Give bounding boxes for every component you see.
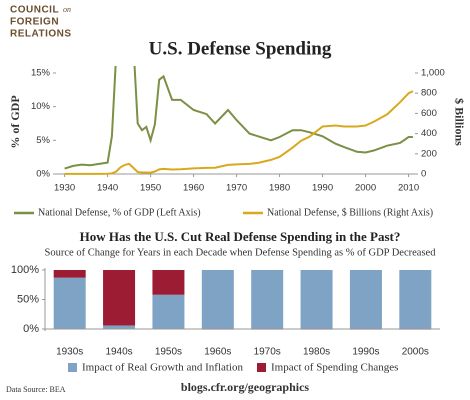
y-tick-label: 5% [36, 135, 50, 146]
logo: on [63, 5, 71, 14]
bar-segment [251, 270, 284, 329]
legend-label: National Defense, % of GDP (Left Axis) [38, 207, 201, 218]
x-tick-label: 1990 [312, 183, 333, 194]
y-tick-label: 15% [31, 68, 51, 79]
x-tick-label: 2000s [402, 347, 429, 358]
y-tick-label: 100% [11, 264, 39, 276]
bar-segment [103, 325, 136, 329]
x-tick-label: 1980s [303, 347, 330, 358]
url: blogs.cfr.org/geographics [181, 380, 310, 394]
logo: COUNCIL [10, 5, 59, 16]
y2-axis-title: $ Billions [452, 98, 466, 146]
bar-segment [300, 270, 333, 329]
bar-segment [152, 294, 185, 329]
y2-tick-label: 1,000 [421, 68, 445, 79]
y2-tick-label: 0 [421, 169, 426, 180]
legend-label: Impact of Spending Changes [271, 362, 398, 374]
x-tick-label: 2000 [355, 183, 376, 194]
legend-swatch [257, 363, 266, 372]
x-tick-label: 1970s [254, 347, 281, 358]
bar-segment [53, 270, 86, 278]
y-tick-label: 0% [23, 323, 39, 335]
chart-title: How Has the U.S. Cut Real Defense Spendi… [80, 229, 401, 244]
bar-segment [399, 270, 432, 329]
x-tick-label: 1930s [56, 347, 83, 358]
y2-tick-label: 600 [421, 108, 437, 119]
y-tick-label: 50% [17, 293, 39, 305]
x-tick-label: 1970 [226, 183, 247, 194]
legend-label: National Defense, $ Billions (Right Axis… [267, 207, 433, 218]
y-axis-title: % of GDP [8, 95, 22, 148]
y-tick-label: 0% [36, 169, 50, 180]
x-tick-label: 1990s [352, 347, 379, 358]
data-line [64, 66, 413, 170]
bar-segment [53, 277, 86, 329]
x-tick-label: 1940s [105, 347, 132, 358]
x-tick-label: 1950 [140, 183, 161, 194]
source: Data Source: BEA [6, 385, 66, 394]
bar-segment [103, 270, 136, 326]
bar-segment [349, 270, 382, 329]
x-tick-label: 1960 [183, 183, 204, 194]
legend-label: Impact of Real Growth and Inflation [82, 362, 243, 374]
x-tick-label: 1980 [269, 183, 290, 194]
plot-area [64, 66, 414, 175]
y2-tick-label: 400 [421, 128, 437, 139]
bar-segment [152, 270, 185, 295]
legend-swatch [68, 363, 77, 372]
chart-subtitle: Source of Change for Years in each Decad… [45, 247, 437, 258]
logo: FOREIGN [10, 17, 59, 28]
x-tick-label: 1930 [54, 183, 75, 194]
logo: RELATIONS [10, 29, 72, 40]
y2-tick-label: 200 [421, 148, 437, 159]
bar-segment [201, 270, 234, 329]
x-tick-label: 1960s [204, 347, 231, 358]
chart-title: U.S. Defense Spending [149, 38, 332, 59]
x-tick-label: 2010 [398, 183, 419, 194]
x-tick-label: 1940 [97, 183, 118, 194]
y-tick-label: 10% [31, 101, 51, 112]
x-tick-label: 1950s [155, 347, 182, 358]
y2-tick-label: 800 [421, 88, 437, 99]
data-line [64, 90, 414, 175]
